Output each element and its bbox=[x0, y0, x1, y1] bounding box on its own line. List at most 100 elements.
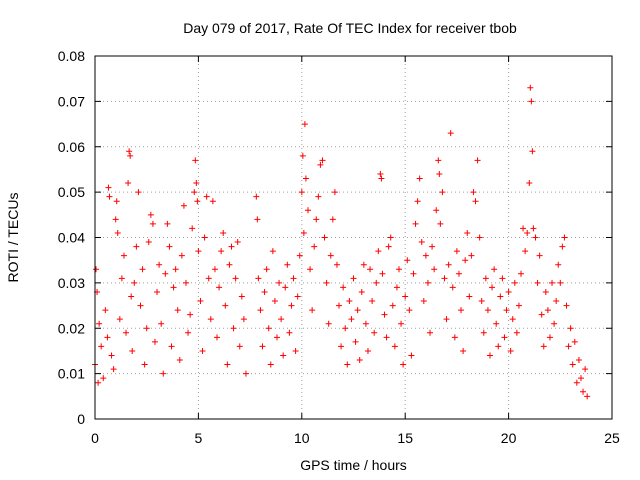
data-point bbox=[151, 338, 158, 345]
data-point bbox=[544, 307, 551, 314]
data-point bbox=[282, 284, 289, 291]
data-point bbox=[451, 334, 458, 341]
y-tick-label: 0.03 bbox=[58, 275, 85, 291]
data-point bbox=[524, 229, 531, 236]
data-point bbox=[102, 307, 109, 314]
data-point bbox=[191, 189, 198, 196]
data-point bbox=[104, 334, 111, 341]
data-point bbox=[395, 266, 402, 273]
data-point bbox=[156, 261, 163, 268]
data-point bbox=[526, 180, 533, 187]
data-point bbox=[445, 261, 452, 268]
data-point bbox=[160, 370, 167, 377]
data-point bbox=[131, 279, 138, 286]
data-point bbox=[400, 361, 407, 368]
data-point bbox=[435, 157, 442, 164]
data-point bbox=[422, 252, 429, 259]
data-point bbox=[340, 284, 347, 291]
data-point bbox=[286, 329, 293, 336]
data-point bbox=[228, 243, 235, 250]
data-point bbox=[158, 320, 165, 327]
data-point bbox=[325, 320, 332, 327]
data-point bbox=[470, 189, 477, 196]
data-point bbox=[263, 266, 270, 273]
data-point bbox=[149, 220, 156, 227]
data-point bbox=[178, 252, 185, 259]
data-point bbox=[437, 220, 444, 227]
data-point bbox=[458, 307, 465, 314]
data-point bbox=[143, 325, 150, 332]
data-point bbox=[371, 329, 378, 336]
data-point bbox=[180, 202, 187, 209]
x-tick-label: 15 bbox=[397, 430, 413, 446]
data-point bbox=[381, 311, 388, 318]
data-point bbox=[364, 347, 371, 354]
data-point bbox=[135, 189, 142, 196]
data-point bbox=[393, 284, 400, 291]
data-point bbox=[174, 307, 181, 314]
data-point bbox=[515, 302, 522, 309]
data-point bbox=[166, 243, 173, 250]
data-point bbox=[389, 302, 396, 309]
data-point bbox=[518, 270, 525, 277]
data-point bbox=[209, 198, 216, 205]
data-point bbox=[522, 248, 529, 255]
data-point bbox=[129, 347, 136, 354]
data-point bbox=[176, 357, 183, 364]
data-point bbox=[271, 298, 278, 305]
data-point bbox=[230, 325, 237, 332]
data-point bbox=[439, 189, 446, 196]
data-point bbox=[431, 266, 438, 273]
data-point bbox=[305, 207, 312, 214]
data-point bbox=[480, 329, 487, 336]
data-point bbox=[311, 243, 318, 250]
y-tick-label: 0.08 bbox=[58, 48, 85, 64]
data-point bbox=[193, 180, 200, 187]
data-point bbox=[538, 311, 545, 318]
data-point bbox=[443, 316, 450, 323]
data-point bbox=[205, 275, 212, 282]
points-layer bbox=[92, 84, 591, 400]
data-point bbox=[172, 266, 179, 273]
data-point bbox=[577, 375, 584, 382]
data-point bbox=[559, 243, 566, 250]
data-point bbox=[551, 320, 558, 327]
data-point bbox=[462, 257, 469, 264]
data-point bbox=[276, 279, 283, 286]
data-point bbox=[300, 229, 307, 236]
data-point bbox=[350, 275, 357, 282]
data-point bbox=[164, 220, 171, 227]
y-tick-label: 0 bbox=[77, 411, 85, 427]
data-point bbox=[338, 343, 345, 350]
data-point bbox=[474, 157, 481, 164]
data-point bbox=[185, 329, 192, 336]
data-point bbox=[530, 225, 537, 232]
data-point bbox=[495, 343, 502, 350]
data-point bbox=[106, 193, 113, 200]
x-tick-label: 20 bbox=[501, 430, 517, 446]
data-point bbox=[278, 316, 285, 323]
data-point bbox=[168, 343, 175, 350]
data-point bbox=[532, 234, 539, 241]
data-point bbox=[331, 189, 338, 196]
data-point bbox=[321, 234, 328, 241]
data-point bbox=[493, 320, 500, 327]
data-point bbox=[511, 279, 518, 286]
data-point bbox=[139, 266, 146, 273]
data-point bbox=[354, 307, 361, 314]
data-point bbox=[220, 229, 227, 236]
data-point bbox=[93, 266, 100, 273]
ticks-layer: 0 5 10 15 20 25 0 0.01 0.02 0.03 0.04 0.05 0.06 0.07 0… bbox=[58, 48, 620, 446]
data-point bbox=[344, 361, 351, 368]
data-point bbox=[110, 366, 117, 373]
data-point bbox=[449, 284, 456, 291]
data-point bbox=[575, 357, 582, 364]
data-point bbox=[460, 347, 467, 354]
data-point bbox=[429, 243, 436, 250]
data-point bbox=[536, 252, 543, 259]
data-point bbox=[120, 252, 127, 259]
data-point bbox=[520, 225, 527, 232]
data-point bbox=[327, 252, 334, 259]
data-point bbox=[573, 379, 580, 386]
